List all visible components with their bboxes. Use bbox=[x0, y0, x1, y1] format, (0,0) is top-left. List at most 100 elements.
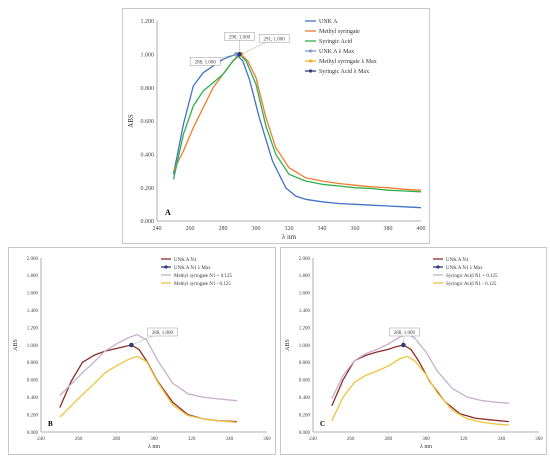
x-tick-label: 240 bbox=[309, 437, 317, 442]
x-tick-label: 380 bbox=[384, 226, 393, 232]
callout-box bbox=[389, 327, 420, 337]
y-tick-label: 0.000 bbox=[141, 219, 155, 225]
x-tick-label: 320 bbox=[285, 226, 294, 232]
legend-label: Methyl syringate N1 + 0.125 bbox=[174, 274, 232, 279]
series-line-1 bbox=[172, 53, 422, 191]
data-label: 288, 1.000 bbox=[152, 331, 174, 336]
legend-label: Methyl syringate bbox=[319, 29, 360, 35]
y-tick-label: 0.800 bbox=[27, 361, 39, 366]
x-tick-label: 320 bbox=[460, 437, 468, 442]
series-line-1 bbox=[59, 333, 237, 402]
data-label: 288, 1.000 bbox=[394, 331, 416, 336]
y-tick-label: 1.600 bbox=[299, 292, 311, 297]
x-tick-label: 280 bbox=[113, 437, 121, 442]
data-label: 291, 1.000 bbox=[264, 37, 286, 42]
data-label: 288, 1.000 bbox=[195, 60, 217, 65]
y-axis-title: ABS bbox=[13, 339, 19, 351]
x-tick-label: 280 bbox=[219, 226, 228, 232]
chart-panel-b: 240 260 280 300 320 340 360 0.000 0.200 0.400 0.60… bbox=[8, 247, 276, 455]
panel-label: A bbox=[165, 208, 171, 217]
legend-label: UNK A N1 λ Max bbox=[174, 266, 211, 271]
y-tick-label: 2.000 bbox=[27, 257, 39, 262]
legend-label: Methyl syringate λ Max bbox=[319, 59, 377, 65]
y-tick-label: 0.800 bbox=[141, 86, 155, 92]
chart-c-svg: 240 260 280 300 320 340 360 0.000 0.200 0.400 0.60… bbox=[285, 257, 543, 450]
y-tick-label: 1.200 bbox=[299, 326, 311, 331]
chart-a-svg: 240 260 280 300 320 340 360 380 400 0.000 0.200 0.4… bbox=[127, 19, 426, 241]
y-tick-label: 1.800 bbox=[299, 274, 311, 279]
legend-marker bbox=[436, 265, 440, 269]
lambda-max-marker bbox=[129, 342, 134, 348]
y-tick-label: 0.800 bbox=[299, 361, 311, 366]
legend-marker bbox=[164, 265, 168, 269]
y-tick-label: 1.200 bbox=[27, 326, 39, 331]
legend-label: UNK A bbox=[319, 19, 338, 25]
y-tick-label: 1.600 bbox=[27, 292, 39, 297]
x-tick-label: 260 bbox=[186, 226, 195, 232]
panel-label: B bbox=[48, 420, 53, 428]
x-tick-label: 360 bbox=[351, 226, 360, 232]
x-tick-label: 340 bbox=[498, 437, 506, 442]
lambda-max-marker bbox=[401, 342, 406, 348]
y-tick-label: 1.800 bbox=[27, 274, 39, 279]
x-axis-title: λ nm bbox=[420, 444, 432, 450]
series-line-0 bbox=[172, 53, 422, 209]
y-tick-label: 0.200 bbox=[27, 413, 39, 418]
legend-marker bbox=[308, 69, 313, 73]
y-tick-label: 1.200 bbox=[141, 19, 155, 25]
y-tick-label: 1.000 bbox=[299, 344, 311, 349]
x-tick-label: 360 bbox=[535, 437, 543, 442]
legend-marker bbox=[308, 59, 313, 63]
callout-box bbox=[258, 34, 290, 43]
data-label: 290, 1.000 bbox=[229, 35, 251, 40]
y-axis-title: ABS bbox=[127, 114, 135, 128]
x-tick-label: 240 bbox=[153, 226, 162, 232]
x-tick-label: 320 bbox=[188, 437, 196, 442]
y-tick-label: 0.200 bbox=[141, 186, 155, 192]
y-axis-title: ABS bbox=[285, 339, 291, 351]
x-tick-label: 300 bbox=[252, 226, 261, 232]
y-tick-label: 0.600 bbox=[141, 119, 155, 125]
callout-box bbox=[189, 57, 221, 66]
series-line-2 bbox=[331, 355, 509, 426]
x-tick-label: 360 bbox=[263, 437, 271, 442]
y-tick-label: 2.000 bbox=[299, 257, 311, 262]
y-tick-label: 1.400 bbox=[299, 309, 311, 314]
x-tick-label: 280 bbox=[385, 437, 393, 442]
y-tick-label: 0.600 bbox=[27, 379, 39, 384]
chart-b-svg: 240 260 280 300 320 340 360 0.000 0.200 0.400 0.60… bbox=[13, 257, 271, 450]
x-axis-title: λ nm bbox=[282, 233, 297, 241]
x-tick-label: 260 bbox=[347, 437, 355, 442]
y-tick-label: 0.000 bbox=[27, 431, 39, 436]
x-tick-label: 240 bbox=[37, 437, 45, 442]
series-line-0 bbox=[59, 344, 237, 423]
y-tick-label: 0.000 bbox=[299, 431, 311, 436]
y-tick-label: 1.000 bbox=[27, 344, 39, 349]
legend-label: UNK A N1 bbox=[446, 258, 469, 263]
y-tick-label: 0.400 bbox=[299, 396, 311, 401]
chart-panel-c: 240 260 280 300 320 340 360 0.000 0.200 0.400 0.60… bbox=[280, 247, 547, 455]
legend-label: UNK A λ Max bbox=[319, 49, 354, 55]
panel-label: C bbox=[320, 420, 325, 428]
legend-label: UNK A N1 bbox=[174, 258, 197, 263]
callout-box bbox=[147, 327, 178, 337]
y-tick-label: 0.400 bbox=[27, 396, 39, 401]
legend-label: Syringic Acid bbox=[319, 39, 352, 45]
series-line-2 bbox=[172, 53, 422, 193]
legend-marker bbox=[308, 49, 313, 53]
series-line-0 bbox=[331, 344, 509, 423]
legend-label: UNK A N1 λ Max bbox=[446, 266, 483, 271]
legend-label: Syringic Acid N1 + 0.125 bbox=[446, 274, 498, 279]
series-line-2 bbox=[59, 355, 237, 424]
x-tick-label: 260 bbox=[75, 437, 83, 442]
lambda-max-marker bbox=[237, 52, 242, 57]
y-tick-label: 1.400 bbox=[27, 309, 39, 314]
y-tick-label: 0.200 bbox=[299, 413, 311, 418]
y-tick-label: 1.000 bbox=[141, 52, 155, 58]
x-tick-label: 400 bbox=[417, 226, 426, 232]
y-tick-label: 0.400 bbox=[141, 152, 155, 158]
legend-label: Methyl syringate N1 - 0.125 bbox=[174, 282, 231, 287]
y-tick-label: 0.600 bbox=[299, 379, 311, 384]
x-tick-label: 340 bbox=[318, 226, 327, 232]
legend-label: Syringic Acid λ Max bbox=[319, 69, 369, 75]
